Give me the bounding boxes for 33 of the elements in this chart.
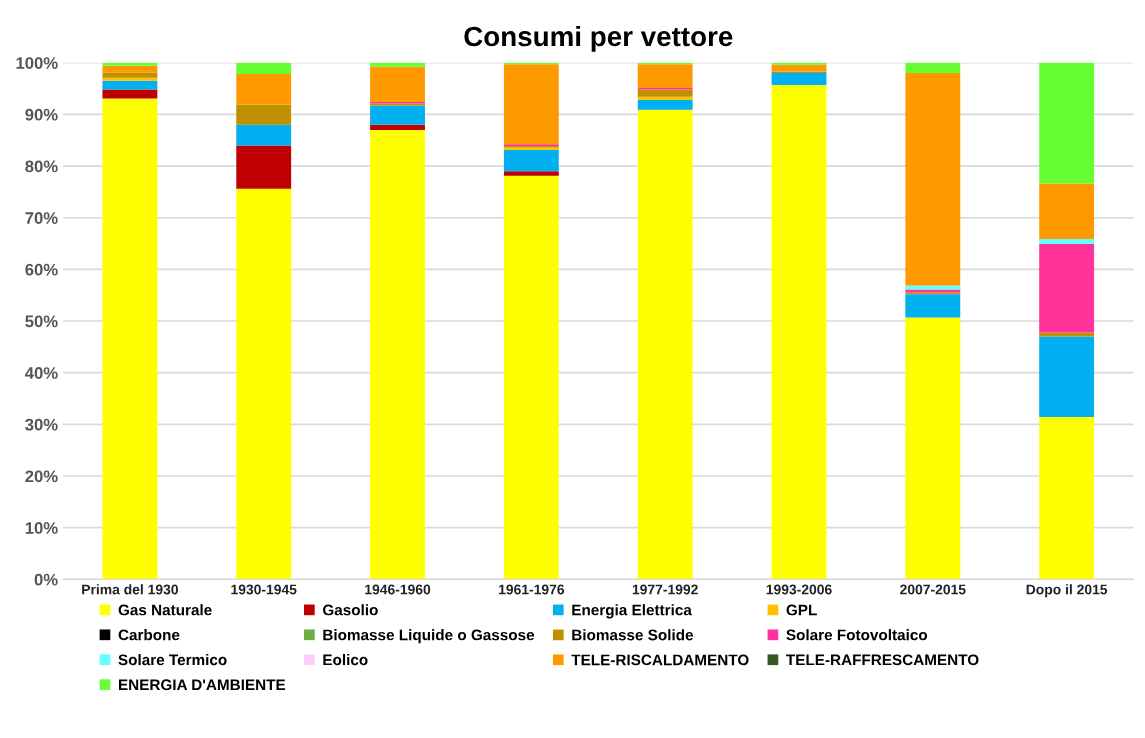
x-tick-label: 1993-2006: [766, 584, 832, 595]
x-tick-label: 2007-2015: [900, 584, 966, 595]
legend-label: Solare Fotovoltaico: [786, 629, 928, 641]
chart-title: Consumi per vettore: [464, 25, 733, 52]
y-tick-label: 100%: [16, 57, 58, 69]
y-tick-label: 60%: [25, 263, 58, 276]
legend-label: Solare Termico: [118, 654, 227, 666]
legend-label: Eolico: [323, 654, 368, 666]
y-tick-label: 70%: [25, 212, 58, 224]
y-tick-label: 90%: [25, 108, 58, 121]
legend-label: TELE-RISCALDAMENTO: [571, 654, 749, 666]
x-tick-label: 1961-1976: [499, 584, 565, 595]
x-tick-label: Dopo il 2015: [1026, 584, 1108, 598]
y-tick-label: 0%: [34, 573, 58, 586]
legend-label: GPL: [786, 604, 817, 616]
legend-label: Gas Naturale: [118, 604, 212, 616]
x-tick-label: 1977-1992: [632, 584, 698, 595]
legend-label: Energia Elettrica: [572, 604, 692, 619]
legend-label: Gasolio: [322, 604, 378, 616]
x-tick-label: Prima del 1930: [82, 584, 178, 595]
y-tick-label: 40%: [25, 367, 58, 379]
x-tick-label: 1946-1960: [365, 584, 431, 595]
legend-label: Biomasse Solide: [572, 629, 694, 641]
legend-label: TELE-RAFFRESCAMENTO: [786, 654, 979, 666]
x-tick-label: 1930-1945: [231, 584, 297, 595]
y-tick-label: 30%: [25, 418, 58, 431]
legend-label: Biomasse Liquide o Gassose: [323, 629, 535, 644]
y-tick-label: 50%: [25, 315, 58, 328]
y-tick-label: 10%: [25, 522, 58, 534]
y-tick-label: 20%: [25, 470, 58, 483]
legend-label: Carbone: [118, 629, 180, 641]
y-tick-label: 80%: [25, 160, 58, 173]
legend-label: ENERGIA D'AMBIENTE: [118, 679, 286, 691]
